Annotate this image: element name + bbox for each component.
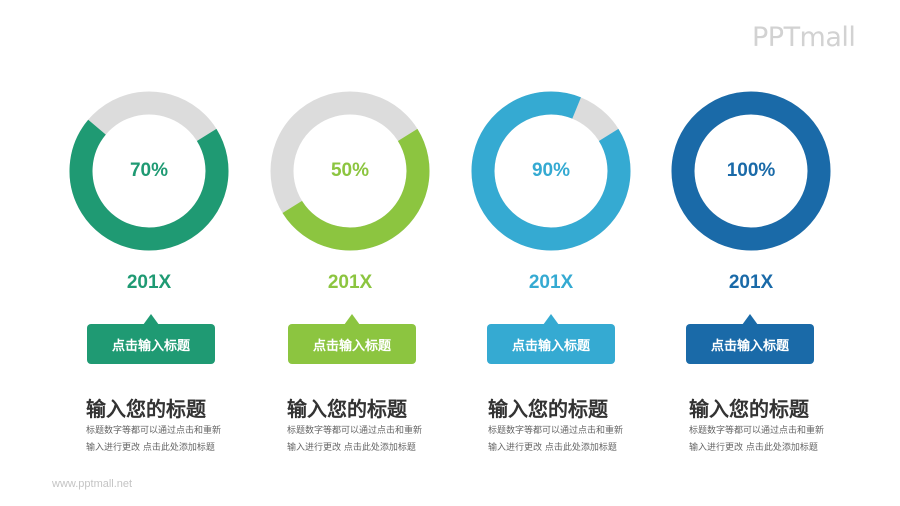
card-description: 标题数字等都可以通过点击和重新 输入进行更改 点击此处添加标题: [689, 423, 859, 457]
percent-label: 50%: [330, 160, 370, 181]
card-title: 输入您的标题: [689, 397, 809, 421]
donut-chart: [668, 88, 834, 254]
progress-card-3: 90% 201X 点击输入标题 输入您的标题 标题数字等都可以通过点击和重新 输…: [468, 0, 668, 506]
card-description: 标题数字等都可以通过点击和重新 输入进行更改 点击此处添加标题: [488, 423, 658, 457]
donut-chart: [468, 88, 634, 254]
desc-line: 输入进行更改 点击此处添加标题: [287, 443, 416, 453]
title-tag[interactable]: 点击输入标题: [686, 314, 814, 364]
pptmall-logo: PPTmall: [752, 22, 856, 53]
percent-label: 90%: [531, 160, 571, 181]
year-label: 201X: [327, 272, 373, 293]
card-description: 标题数字等都可以通过点击和重新 输入进行更改 点击此处添加标题: [287, 423, 457, 457]
progress-card-4: 100% 201X 点击输入标题 输入您的标题 标题数字等都可以通过点击和重新 …: [668, 0, 868, 506]
footer-url: www.pptmall.net: [52, 478, 133, 490]
card-title: 输入您的标题: [287, 397, 407, 421]
card-title: 输入您的标题: [488, 397, 608, 421]
title-tag[interactable]: 点击输入标题: [487, 314, 615, 364]
year-label: 201X: [728, 272, 774, 293]
year-label: 201X: [528, 272, 574, 293]
percent-label: 100%: [726, 160, 776, 181]
desc-line: 标题数字等都可以通过点击和重新: [287, 426, 423, 436]
card-description: 标题数字等都可以通过点击和重新 输入进行更改 点击此处添加标题: [86, 423, 256, 457]
progress-card-2: 50% 201X 点击输入标题 输入您的标题 标题数字等都可以通过点击和重新 输…: [267, 0, 467, 506]
year-label: 201X: [126, 272, 172, 293]
desc-line: 标题数字等都可以通过点击和重新: [86, 426, 222, 436]
percent-label: 70%: [129, 160, 169, 181]
card-title: 输入您的标题: [86, 397, 206, 421]
donut-chart: [267, 88, 433, 254]
desc-line: 输入进行更改 点击此处添加标题: [86, 443, 215, 453]
donut-chart: [66, 88, 232, 254]
desc-line: 输入进行更改 点击此处添加标题: [689, 443, 818, 453]
title-tag[interactable]: 点击输入标题: [87, 314, 215, 364]
title-tag[interactable]: 点击输入标题: [288, 314, 416, 364]
desc-line: 输入进行更改 点击此处添加标题: [488, 443, 617, 453]
desc-line: 标题数字等都可以通过点击和重新: [488, 426, 624, 436]
progress-card-1: 70% 201X 点击输入标题 输入您的标题 标题数字等都可以通过点击和重新 输…: [66, 0, 266, 506]
desc-line: 标题数字等都可以通过点击和重新: [689, 426, 825, 436]
